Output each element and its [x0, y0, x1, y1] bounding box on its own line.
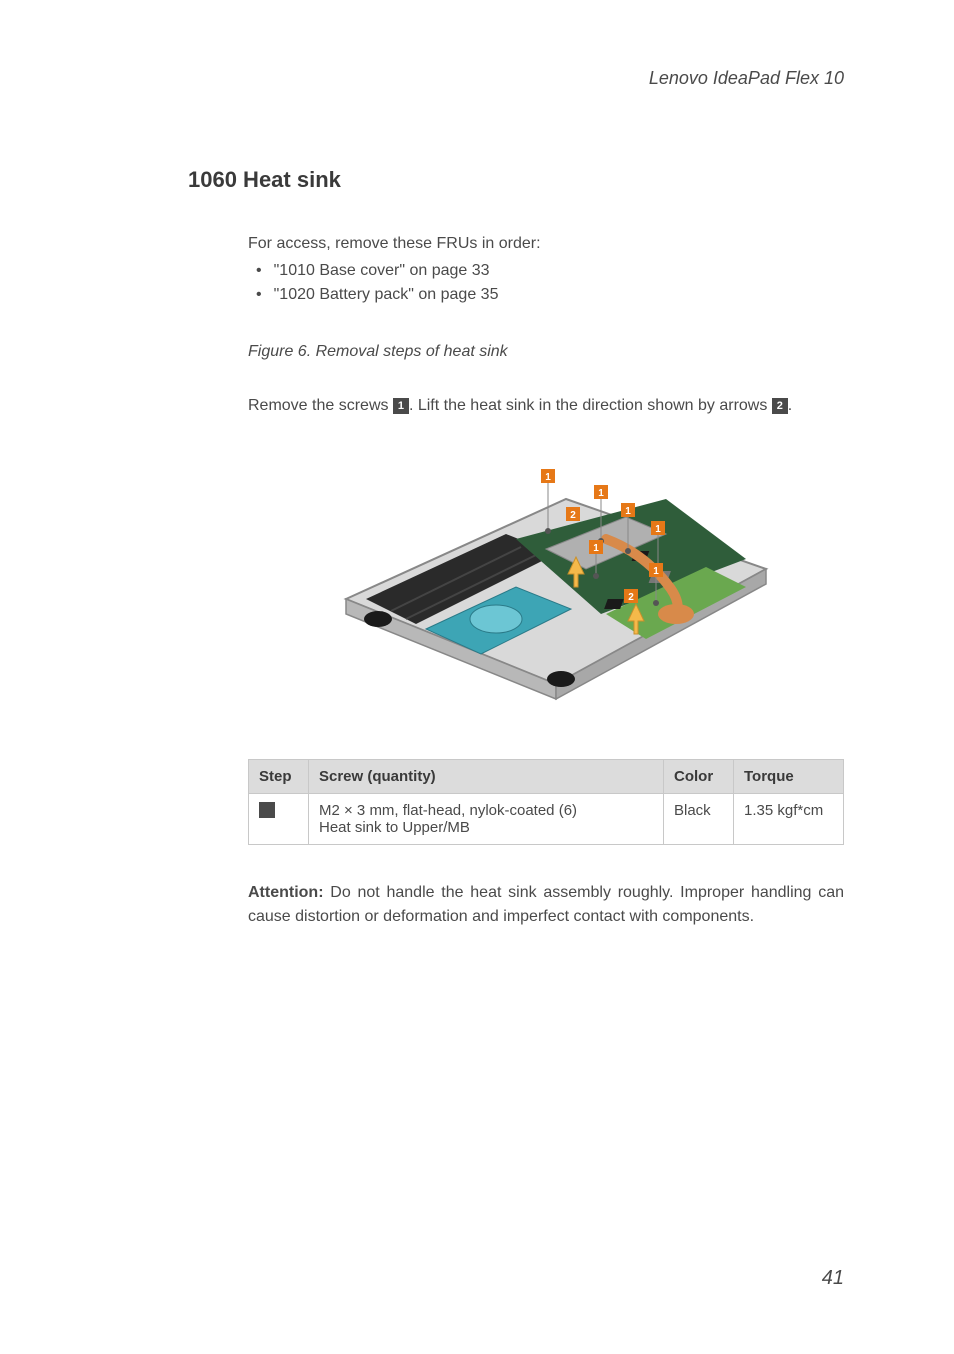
svg-text:1: 1: [655, 524, 661, 535]
product-header: Lenovo IdeaPad Flex 10: [110, 68, 844, 89]
th-color: Color: [664, 760, 734, 794]
callout-1: 1: [621, 503, 635, 517]
table-row: M2 × 3 mm, flat-head, nylok-coated (6) H…: [249, 794, 844, 845]
screw-location: Heat sink to Upper/MB: [319, 819, 653, 836]
attention-note: Attention: Do not handle the heat sink a…: [248, 881, 844, 929]
callout-1: 1: [649, 563, 663, 577]
section-title: 1060 Heat sink: [188, 167, 844, 193]
cell-color: Black: [664, 794, 734, 845]
cell-step: [249, 794, 309, 845]
svg-text:1: 1: [598, 488, 604, 499]
speaker-right: [547, 671, 575, 687]
callout-1: 1: [589, 540, 603, 554]
intro-text: For access, remove these FRUs in order:: [248, 235, 844, 253]
instruction-text: . Lift the heat sink in the direction sh…: [409, 397, 772, 414]
th-torque: Torque: [734, 760, 844, 794]
screw-table: Step Screw (quantity) Color Torque M2 × …: [248, 759, 844, 845]
list-item: "1020 Battery pack" on page 35: [256, 283, 844, 307]
svg-text:1: 1: [653, 566, 659, 577]
figure-caption: Figure 6. Removal steps of heat sink: [248, 343, 844, 361]
removal-instruction: Remove the screws 1. Lift the heat sink …: [248, 397, 844, 415]
callout-1: 1: [594, 485, 608, 499]
speaker-left: [364, 611, 392, 627]
diagram-svg: 1 1 1 1 1 1 2 2: [306, 439, 786, 709]
cell-screw: M2 × 3 mm, flat-head, nylok-coated (6) H…: [309, 794, 664, 845]
callout-1: 1: [541, 469, 555, 483]
attention-label: Attention:: [248, 884, 324, 901]
hdd-platter: [470, 605, 522, 633]
screw-spec: M2 × 3 mm, flat-head, nylok-coated (6): [319, 802, 653, 819]
callout-2: 2: [624, 589, 638, 603]
svg-text:1: 1: [545, 472, 551, 483]
cell-torque: 1.35 kgf*cm: [734, 794, 844, 845]
page-number: 41: [822, 1267, 844, 1290]
step-marker-icon: [259, 802, 275, 818]
callout-marker-1: 1: [393, 398, 409, 414]
instruction-text: Remove the screws: [248, 397, 393, 414]
svg-text:1: 1: [593, 543, 599, 554]
svg-text:1: 1: [625, 506, 631, 517]
prereq-list: "1010 Base cover" on page 33 "1020 Batte…: [256, 259, 844, 307]
callout-1: 1: [651, 521, 665, 535]
svg-text:2: 2: [628, 592, 634, 603]
list-item: "1010 Base cover" on page 33: [256, 259, 844, 283]
callout-marker-2: 2: [772, 398, 788, 414]
heat-pipe-end: [658, 604, 694, 624]
heat-sink-diagram: 1 1 1 1 1 1 2 2: [248, 439, 844, 719]
th-step: Step: [249, 760, 309, 794]
svg-text:2: 2: [570, 510, 576, 521]
attention-text: Do not handle the heat sink assembly rou…: [248, 884, 844, 925]
th-screw: Screw (quantity): [309, 760, 664, 794]
callout-2: 2: [566, 507, 580, 521]
instruction-text: .: [788, 397, 792, 414]
